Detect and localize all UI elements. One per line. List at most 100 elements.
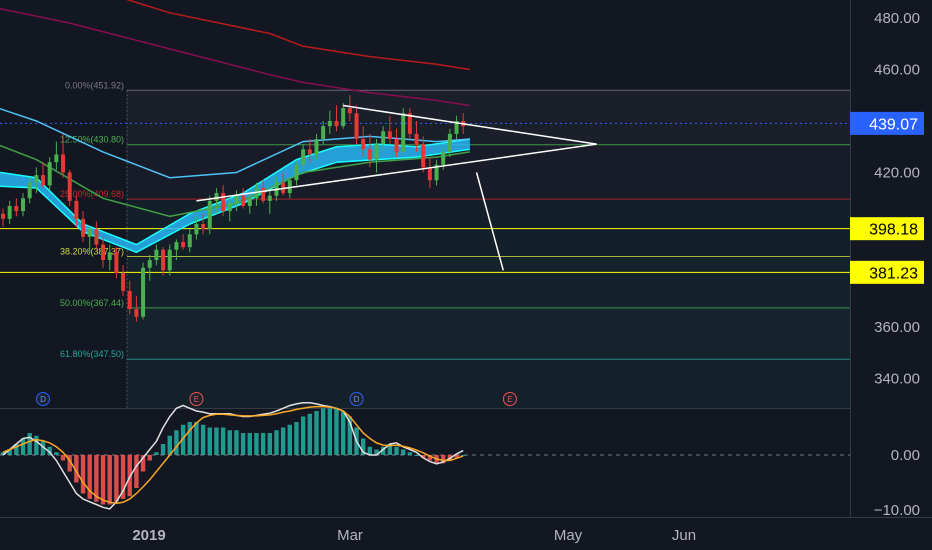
candle-body [294, 164, 299, 181]
candle-body [174, 242, 179, 250]
candle-body [341, 108, 346, 127]
macd-histogram-bar [314, 411, 319, 455]
candle-body [47, 162, 52, 186]
dividend-marker-label: D [354, 395, 360, 404]
candle-body [207, 200, 212, 230]
time-axis-bg [0, 518, 932, 550]
macd-histogram-bar [160, 444, 166, 455]
candle-body [41, 175, 46, 186]
candle-body [67, 172, 72, 201]
fib-zone [127, 307, 850, 360]
macd-histogram-bar [461, 455, 466, 456]
macd-histogram-bar [227, 430, 232, 455]
fib-level-label: 12.50%(430.80) [60, 135, 124, 145]
candle-body [441, 151, 446, 165]
candle-body [401, 113, 406, 152]
macd-histogram-bar [401, 449, 406, 455]
breakdown-target-line [475, 172, 504, 271]
candle-body [221, 193, 226, 212]
candle-body [421, 144, 426, 168]
candle-body [454, 121, 459, 134]
candle-body [181, 242, 186, 248]
candle-body [94, 229, 99, 245]
candle-body [74, 200, 79, 219]
candle-body [327, 121, 332, 127]
fib-zone-backgrounds [127, 90, 850, 408]
macd-histogram-bar [360, 438, 366, 455]
macd-histogram-bar [414, 455, 419, 456]
candle-body [434, 164, 439, 181]
price-tick-label: 480.00 [874, 10, 920, 27]
macd-histogram-bar [254, 433, 259, 455]
candle-body [127, 290, 132, 309]
macd-histogram-bar [107, 455, 112, 505]
dividend-marker [349, 392, 364, 406]
candle-body [161, 249, 166, 271]
macd-histogram-bar [427, 455, 433, 461]
price-label-text: 398.18 [869, 222, 918, 239]
fib-level-label: 25.00%(409.68) [60, 189, 124, 199]
triangle-upper-line [343, 104, 597, 145]
fibonacci-retracement[interactable]: 0.00%(451.92) 12.50%(430.80) 25.00%(409.68… [60, 80, 850, 408]
macd-histogram-bar [194, 422, 199, 455]
candle-body [194, 224, 199, 235]
candle-body [154, 249, 159, 261]
fib-zone [127, 256, 850, 308]
candle-body [374, 144, 379, 160]
price-axis[interactable]: 480.00460.00440.00420.00400.00380.00360.… [850, 0, 932, 550]
price-tick-label: 460.00 [874, 62, 920, 79]
macd-histogram-bar [180, 424, 186, 455]
candle-body [381, 131, 386, 145]
triangle-lower-line [196, 143, 597, 202]
macd-histogram-bar [387, 444, 393, 455]
candle-body [447, 133, 452, 152]
price-axis-bg [850, 0, 932, 408]
fib-zone [127, 359, 850, 408]
macd-axis[interactable]: 0.00 −10.00 [851, 409, 932, 519]
macd-histogram-bar [174, 430, 179, 455]
ema-red-line [125, 0, 471, 71]
candle-body [87, 229, 92, 237]
candle-body [201, 224, 206, 230]
triangle-drawing[interactable] [196, 104, 597, 271]
price-label-text: 439.07 [869, 116, 918, 133]
price-label-box [850, 260, 924, 284]
macd-histogram-bar [394, 446, 399, 455]
candle-body [34, 175, 39, 183]
macd-histogram-bar [207, 427, 212, 455]
price-tick-label: 340.00 [874, 371, 920, 388]
candle-body [254, 187, 259, 199]
macd-tick-label: −10.00 [874, 502, 920, 519]
macd-histogram-bar [147, 455, 152, 461]
candle-body [81, 218, 86, 237]
time-axis[interactable]: 2019 Mar May Jun [0, 518, 932, 550]
candle-body [121, 272, 126, 291]
macd-histogram-bar [60, 455, 66, 461]
candle-body [147, 260, 152, 268]
dividend-marker-label: D [40, 395, 46, 404]
candle-body [141, 267, 146, 317]
macd-histogram-bar [267, 433, 272, 455]
candle-body [227, 203, 232, 212]
candle-body [367, 149, 372, 160]
macd-histogram-bar [140, 455, 146, 472]
macd-histogram-bar [294, 422, 299, 455]
earnings-marker-label: E [194, 395, 199, 404]
macd-histogram-bar [100, 455, 106, 505]
candle-body [101, 244, 106, 261]
fib-level-label: 38.20%(387.37) [60, 247, 124, 257]
dividend-marker [36, 392, 51, 406]
candle-body [21, 198, 26, 212]
candle-body [167, 249, 172, 271]
macd-histogram-bar [307, 413, 313, 455]
candle-body [301, 149, 306, 165]
time-tick-label: May [554, 527, 583, 544]
macd-histogram-bar [27, 433, 32, 455]
time-tick-label: 2019 [132, 527, 165, 544]
macd-histogram-bar [300, 416, 306, 455]
macd-histogram-bar [54, 452, 59, 455]
candle-body [314, 139, 319, 155]
candle-body [134, 308, 139, 317]
